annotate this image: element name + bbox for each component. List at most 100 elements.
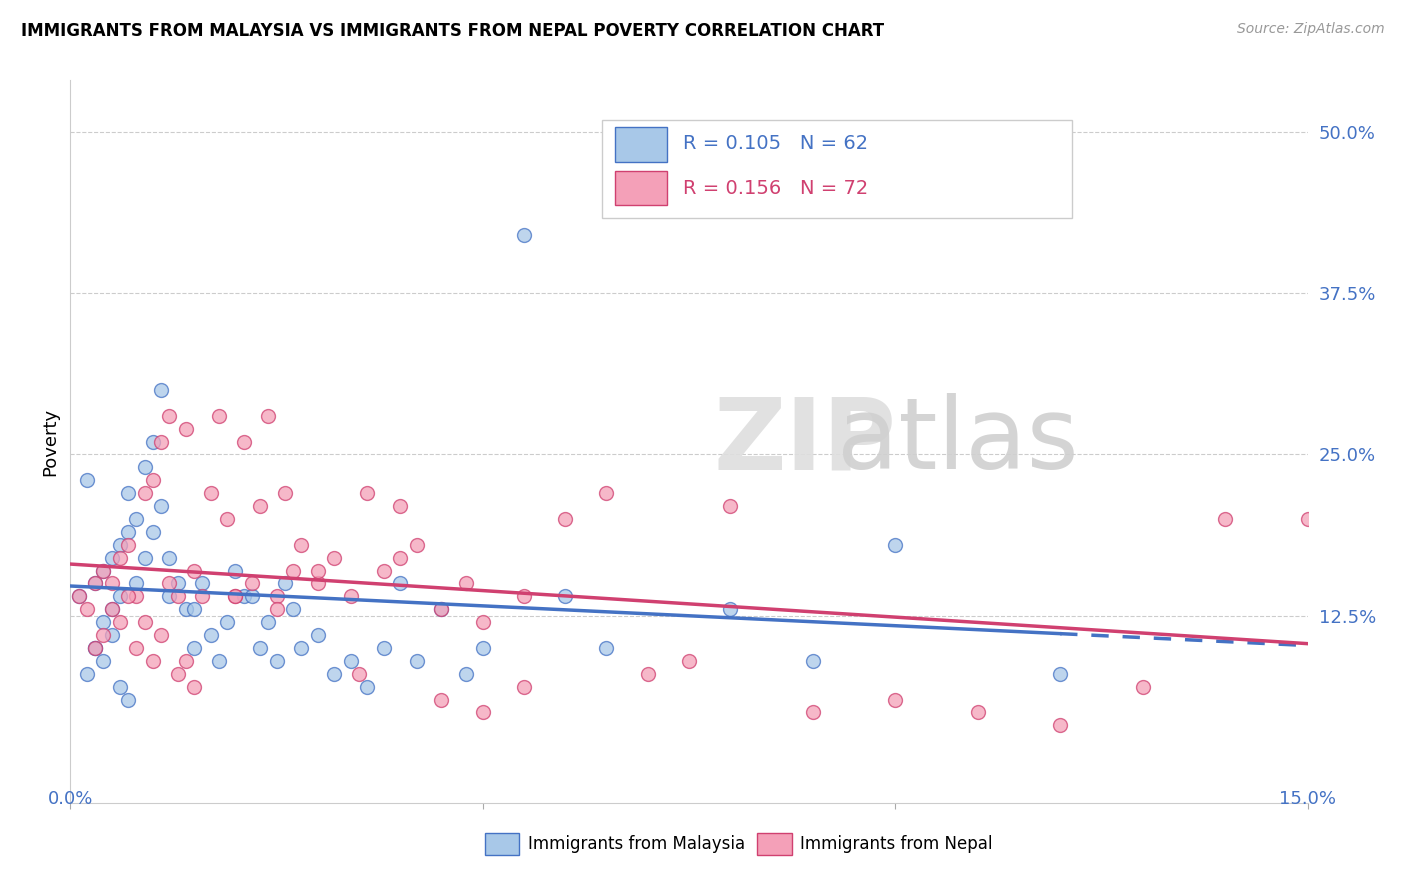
Point	[183, 602, 205, 616]
Point	[249, 640, 271, 655]
Point	[215, 615, 238, 630]
Point	[339, 590, 361, 604]
Point	[76, 666, 98, 681]
Point	[323, 666, 346, 681]
Point	[637, 666, 659, 681]
Point	[257, 409, 280, 423]
Point	[142, 524, 165, 539]
Text: Immigrants from Nepal: Immigrants from Nepal	[800, 835, 993, 853]
Point	[166, 666, 188, 681]
Text: 15.0%: 15.0%	[1279, 790, 1336, 808]
Point	[257, 615, 280, 630]
Text: R = 0.156   N = 72: R = 0.156 N = 72	[683, 179, 868, 198]
Point	[356, 486, 378, 500]
Point	[307, 564, 329, 578]
Point	[405, 538, 427, 552]
Point	[356, 680, 378, 694]
Point	[208, 654, 231, 668]
Point	[224, 564, 246, 578]
Point	[240, 576, 263, 591]
Point	[100, 628, 122, 642]
FancyBboxPatch shape	[614, 170, 666, 205]
Point	[91, 564, 114, 578]
Point	[1296, 512, 1319, 526]
FancyBboxPatch shape	[485, 833, 519, 855]
Point	[125, 512, 148, 526]
Point	[274, 486, 297, 500]
Point	[347, 666, 370, 681]
Point	[125, 640, 148, 655]
Point	[456, 666, 478, 681]
Point	[801, 654, 824, 668]
Point	[208, 409, 231, 423]
Point	[100, 602, 122, 616]
Text: ZIP: ZIP	[714, 393, 897, 490]
Point	[290, 538, 312, 552]
Point	[108, 538, 131, 552]
Point	[76, 602, 98, 616]
Point	[323, 550, 346, 565]
Point	[91, 628, 114, 642]
Point	[595, 486, 617, 500]
Point	[108, 680, 131, 694]
Point	[1049, 718, 1071, 732]
Point	[373, 564, 395, 578]
Point	[157, 576, 180, 591]
Point	[157, 590, 180, 604]
Text: Source: ZipAtlas.com: Source: ZipAtlas.com	[1237, 22, 1385, 37]
Point	[1049, 666, 1071, 681]
Point	[471, 615, 494, 630]
Point	[266, 590, 288, 604]
Point	[339, 654, 361, 668]
Point	[174, 602, 197, 616]
Point	[134, 460, 156, 475]
Point	[191, 576, 214, 591]
Point	[166, 590, 188, 604]
Point	[174, 654, 197, 668]
Point	[100, 602, 122, 616]
Point	[125, 576, 148, 591]
Point	[232, 434, 254, 449]
Point	[125, 590, 148, 604]
Point	[191, 590, 214, 604]
Point	[67, 590, 90, 604]
Point	[801, 706, 824, 720]
Point	[91, 654, 114, 668]
Point	[513, 590, 536, 604]
Text: 0.0%: 0.0%	[48, 790, 93, 808]
Point	[471, 640, 494, 655]
Point	[100, 576, 122, 591]
Point	[150, 628, 173, 642]
Point	[108, 615, 131, 630]
Point	[554, 590, 576, 604]
Point	[84, 640, 107, 655]
Point	[142, 654, 165, 668]
Point	[174, 422, 197, 436]
Point	[200, 486, 222, 500]
Point	[84, 640, 107, 655]
Point	[718, 602, 741, 616]
Point	[595, 640, 617, 655]
Point	[150, 499, 173, 513]
Point	[166, 576, 188, 591]
Point	[142, 473, 165, 487]
Point	[266, 602, 288, 616]
Point	[117, 692, 139, 706]
Point	[91, 615, 114, 630]
Point	[67, 590, 90, 604]
Point	[389, 576, 412, 591]
Point	[84, 576, 107, 591]
Point	[142, 434, 165, 449]
Point	[150, 383, 173, 397]
Point	[232, 590, 254, 604]
Text: R = 0.105   N = 62: R = 0.105 N = 62	[683, 134, 868, 153]
Point	[117, 590, 139, 604]
Point	[224, 590, 246, 604]
Point	[389, 499, 412, 513]
Point	[215, 512, 238, 526]
Point	[183, 640, 205, 655]
Y-axis label: Poverty: Poverty	[41, 408, 59, 475]
Text: Immigrants from Malaysia: Immigrants from Malaysia	[529, 835, 745, 853]
Point	[134, 486, 156, 500]
Point	[884, 538, 907, 552]
